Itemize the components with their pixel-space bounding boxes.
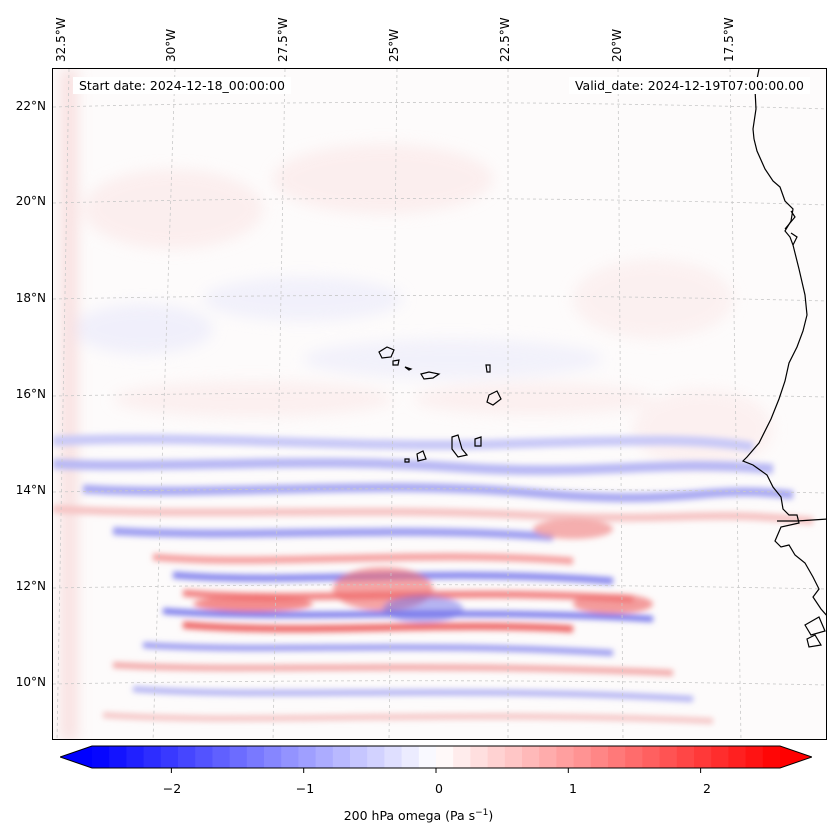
colorbar-segment — [418, 746, 437, 768]
colorbar-segment — [642, 746, 661, 768]
colorbar-segment — [298, 746, 317, 768]
colorbar-extend-low — [60, 746, 92, 768]
colorbar-segment — [109, 746, 127, 768]
colorbar — [60, 745, 812, 773]
lat-label-10n: 10°N — [15, 675, 46, 689]
colorbar-segment — [504, 746, 523, 768]
colorbar-segment — [212, 746, 231, 768]
colorbar-segment — [659, 746, 678, 768]
colorbar-segment — [728, 746, 747, 768]
lat-label-14n: 14°N — [15, 483, 46, 497]
colorbar-segment — [711, 746, 729, 768]
colorbar-segment — [229, 746, 248, 768]
african-coastline — [741, 69, 826, 648]
colorbar-segment — [401, 746, 420, 768]
colorbar-segment — [470, 746, 489, 768]
colorbar-segment — [436, 746, 454, 768]
colorbar-segment — [625, 746, 643, 768]
lat-label-18n: 18°N — [15, 291, 46, 305]
lat-label-20n: 20°N — [15, 194, 46, 208]
colorbar-segment — [246, 746, 265, 768]
cape-verde-islands — [378, 346, 502, 463]
valid-date-label: Valid_date: 2024-12-19T07:00:00.00 — [568, 77, 810, 94]
map-panel[interactable]: Start date: 2024-12-18_00:00:00 Valid_da… — [52, 68, 827, 740]
colorbar-segment — [745, 746, 764, 768]
lon-label-30w: 30°W — [164, 28, 178, 62]
colorbar-segment — [160, 746, 179, 768]
colorbar-segment — [315, 746, 334, 768]
colorbar-tick-2: 2 — [703, 781, 711, 796]
colorbar-tick-minus2: −2 — [162, 781, 182, 796]
colorbar-segment — [143, 746, 162, 768]
lon-label-22-5w: 22.5°W — [498, 17, 512, 62]
colorbar-segment — [556, 746, 575, 768]
lon-label-20w: 20°W — [610, 28, 624, 62]
lon-label-32-5w: 32.5°W — [54, 17, 68, 62]
colorbar-tick-0: 0 — [435, 781, 443, 796]
colorbar-segment — [762, 746, 781, 768]
colorbar-segment — [694, 746, 712, 768]
colorbar-segment — [367, 746, 385, 768]
wave-bands — [53, 434, 814, 724]
colorbar-tick-minus1: −1 — [295, 781, 315, 796]
colorbar-label-close: ) — [488, 808, 494, 824]
colorbar-label-exponent: −1 — [475, 808, 489, 818]
colorbar-segment — [384, 746, 403, 768]
colorbar-segment — [453, 746, 471, 768]
colorbar-segment — [608, 746, 626, 768]
lon-label-27-5w: 27.5°W — [276, 17, 290, 62]
omega-field-map — [53, 69, 826, 739]
colorbar-segment — [264, 746, 282, 768]
lat-label-12n: 12°N — [15, 579, 46, 593]
colorbar-segment — [676, 746, 695, 768]
colorbar-segment — [178, 746, 196, 768]
start-date-label: Start date: 2024-12-18_00:00:00 — [73, 77, 291, 94]
colorbar-segment — [126, 746, 145, 768]
colorbar-segment — [281, 746, 299, 768]
colorbar-segment — [332, 746, 351, 768]
colorbar-label: 200 hPa omega (Pa s−1) — [0, 808, 837, 823]
colorbar-segment — [92, 746, 110, 768]
colorbar-segment — [487, 746, 506, 768]
lat-label-22n: 22°N — [15, 99, 46, 113]
background-field — [61, 69, 773, 739]
colorbar-extend-high — [780, 746, 812, 768]
colorbar-label-text: 200 hPa omega (Pa s — [343, 808, 476, 824]
colorbar-outline — [60, 745, 812, 769]
colorbar-tick-1: 1 — [569, 781, 577, 796]
colorbar-segment — [195, 746, 213, 768]
lon-label-17-5w: 17.5°W — [722, 17, 736, 62]
lat-label-16n: 16°N — [15, 387, 46, 401]
colorbar-segment — [350, 746, 368, 768]
colorbar-segment — [573, 746, 592, 768]
colorbar-segment — [522, 746, 540, 768]
graticule — [53, 69, 826, 739]
colorbar-segment — [539, 746, 557, 768]
colorbar-segment — [590, 746, 609, 768]
lon-label-25w: 25°W — [387, 28, 401, 62]
